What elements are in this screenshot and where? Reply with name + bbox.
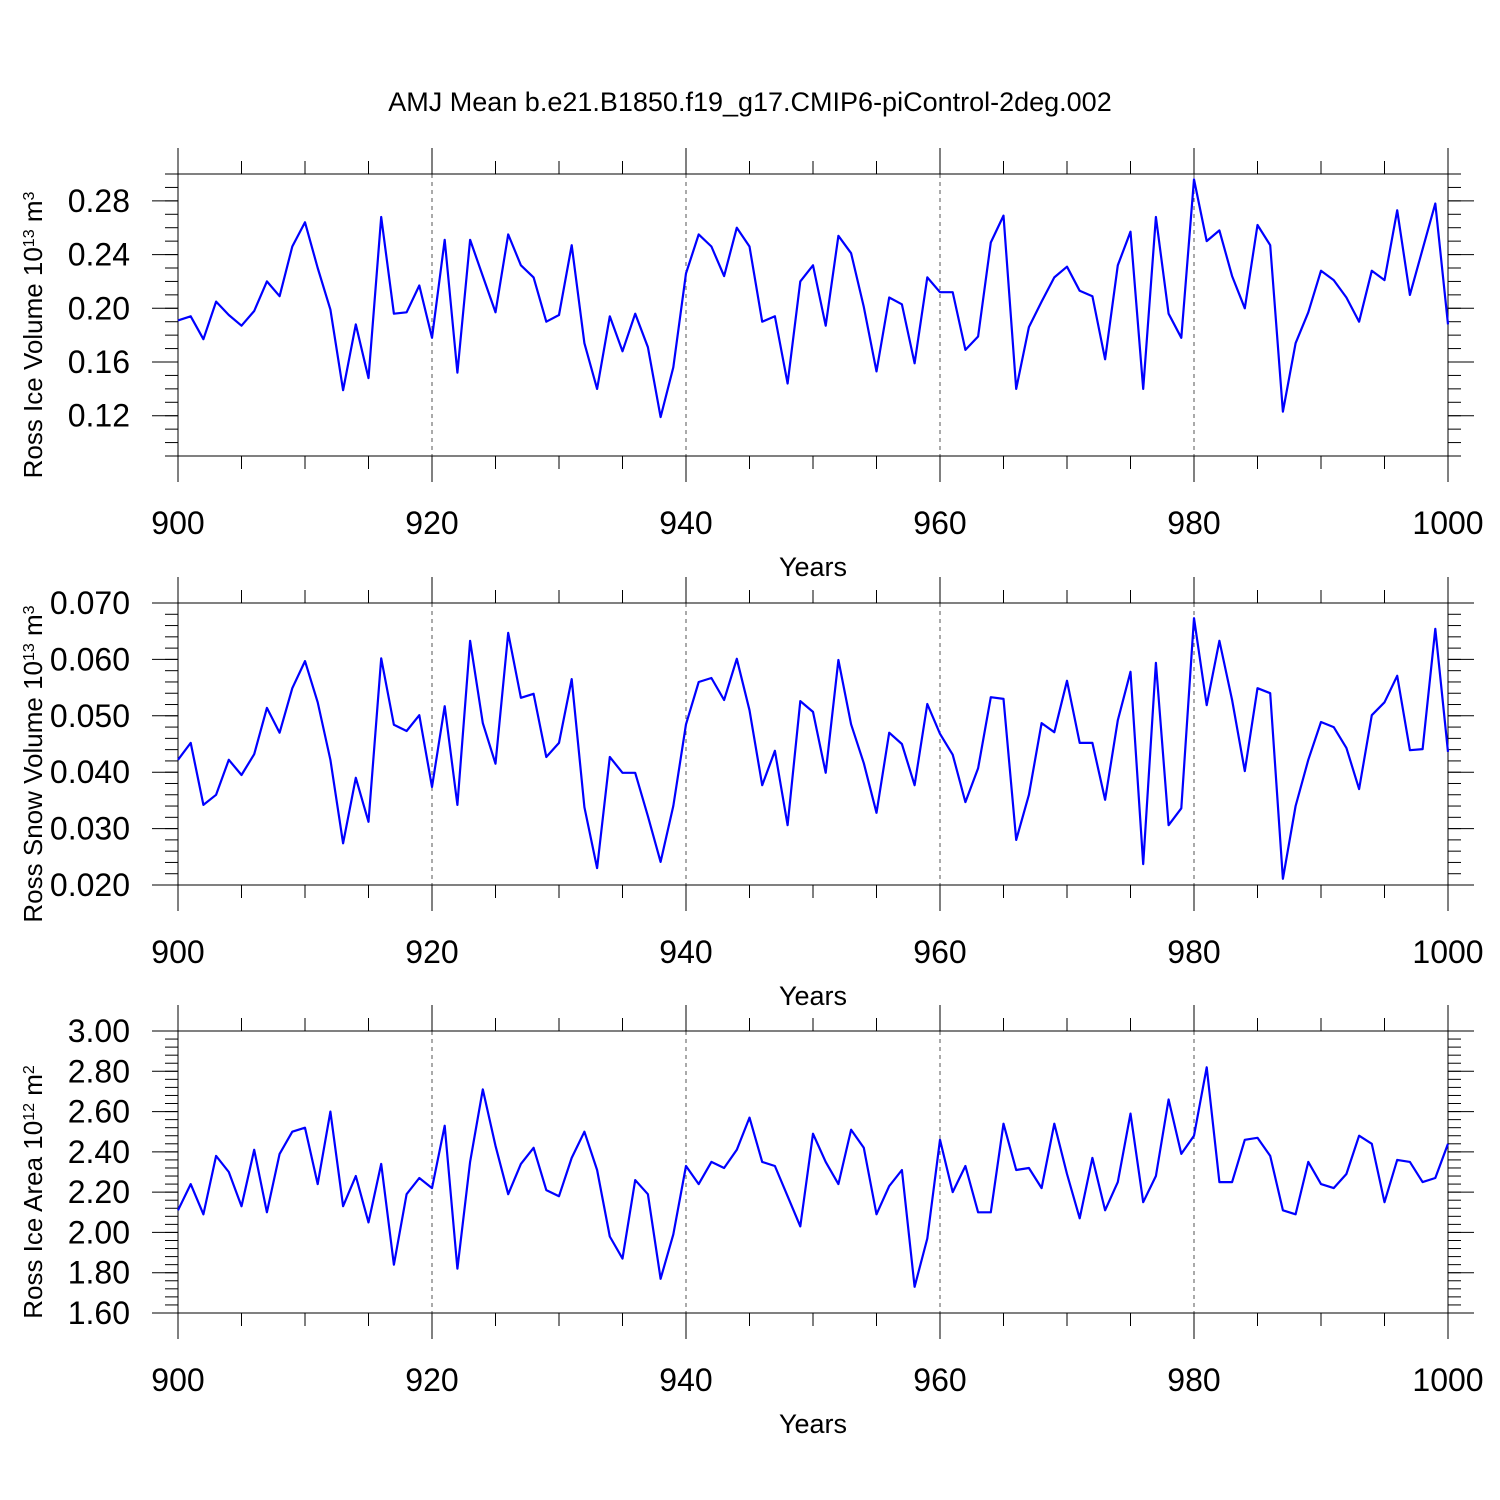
y-tick-label: 2.80 [68,1053,130,1089]
y-axis-label-unit: m [18,614,48,643]
y-axis-label-text: Ross Snow Volume 10 [18,661,48,923]
x-tick-label: 940 [659,1362,712,1398]
y-tick-label: 0.050 [50,698,130,734]
y-tick-label: 0.060 [50,641,130,677]
x-tick-label: 1000 [1412,1362,1483,1398]
x-tick-label: 980 [1167,505,1220,541]
plot-frame [177,173,1449,457]
y-axis-label-unit: m [18,1074,48,1103]
y-axis-label-unit-exp: 3 [21,605,38,614]
y-tick-label: 0.070 [50,585,130,621]
x-tick-label: 960 [913,1362,966,1398]
x-tick-label: 940 [659,934,712,970]
x-tick-label: 900 [151,1362,204,1398]
y-tick-label: 2.40 [68,1134,130,1170]
x-axis-label: Years [779,981,847,1011]
x-tick-label: 920 [405,505,458,541]
y-tick-label: 0.16 [68,344,130,380]
y-tick-label: 0.040 [50,754,130,790]
plot-frame [177,602,1449,886]
x-tick-label: 1000 [1412,505,1483,541]
panel-3: 900 920 940 960 980 1000 Years 1.60 1.80 2.00 2.20… [18,1005,1484,1439]
x-tick-label: 920 [405,934,458,970]
y-axis-label-text: Ross Ice Volume 10 [18,247,48,478]
x-tick-label: 900 [151,934,204,970]
y-tick-label: 0.20 [68,290,130,326]
x-tick-label: 1000 [1412,934,1483,970]
y-axis-label-unit: m [18,200,48,229]
x-tick-label: 960 [913,934,966,970]
y-tick-label: 0.020 [50,867,130,903]
y-axis-label-exp: 13 [21,643,38,661]
series-line [177,617,1450,880]
y-tick-label: 2.20 [68,1174,130,1210]
y-tick-label: 0.030 [50,811,130,847]
y-axis-label-exp: 12 [21,1103,38,1121]
y-axis-label-unit-exp: 3 [21,191,38,200]
x-tick-label: 940 [659,505,712,541]
chart-title: AMJ Mean b.e21.B1850.f19_g17.CMIP6-piCon… [388,87,1111,117]
y-tick-label: 1.80 [68,1255,130,1291]
y-tick-label: 0.28 [68,183,130,219]
x-tick-label: 900 [151,505,204,541]
y-tick-label: 0.24 [68,237,130,273]
y-axis-label-exp: 13 [21,229,38,247]
y-tick-label: 1.60 [68,1295,130,1331]
x-axis-label: Years [779,552,847,582]
x-tick-label: 920 [405,1362,458,1398]
series-line [177,178,1450,419]
y-axis-label: Ross Ice Area 1012 m2 [18,1065,48,1319]
y-tick-label: 2.00 [68,1214,130,1250]
y-axis-label-text: Ross Ice Area 10 [18,1121,48,1319]
x-axis-label: Years [779,1409,847,1439]
y-axis-label-unit-exp: 2 [21,1065,38,1074]
y-tick-label: 2.60 [68,1094,130,1130]
x-tick-label: 960 [913,505,966,541]
y-tick-label: 3.00 [68,1013,130,1049]
panel-2: 900 920 940 960 980 1000 Years 0.020 0.030 0.040 0… [18,577,1484,1011]
plot-frame [177,1030,1449,1314]
y-axis-label: Ross Ice Volume 1013 m3 [18,191,48,478]
panel-1: 900 920 940 960 980 1000 Years 0.12 0.16 0.20 0.24… [18,148,1484,582]
y-tick-label: 0.12 [68,398,130,434]
x-tick-label: 980 [1167,1362,1220,1398]
series-line [177,1066,1450,1288]
y-axis-label: Ross Snow Volume 1013 m3 [18,605,48,922]
x-tick-label: 980 [1167,934,1220,970]
